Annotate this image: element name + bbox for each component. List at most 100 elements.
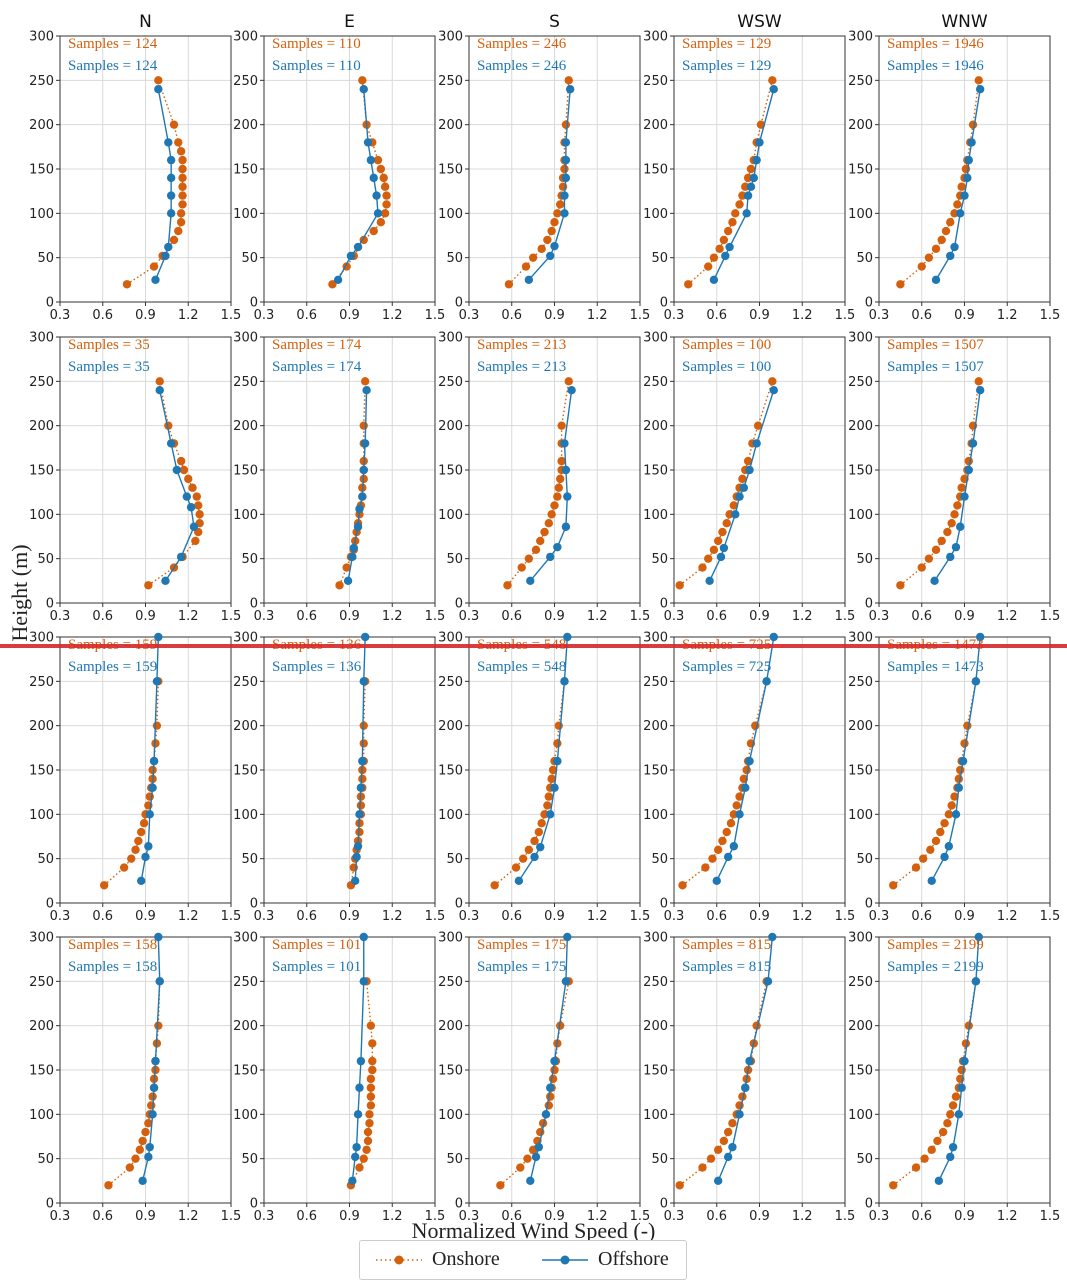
point-offshore <box>729 842 739 851</box>
samples-offshore-label: Samples = 2199 <box>887 959 984 975</box>
y-tick-label: 100 <box>233 1108 258 1123</box>
point-offshore <box>353 522 363 531</box>
y-tick-label: 300 <box>848 30 873 45</box>
point-onshore <box>957 1065 966 1075</box>
point-onshore <box>99 881 109 890</box>
y-tick-label: 200 <box>29 1019 54 1034</box>
y-tick-label: 100 <box>29 207 54 222</box>
subplot-3-1: 0.3 0.6 0.9 1.2 1.5 0 50 100 150 200 250 300 Samples… <box>233 931 445 1225</box>
x-tick-label: 1.2 <box>997 308 1018 323</box>
point-offshore <box>951 810 961 819</box>
point-onshore <box>556 474 565 484</box>
y-tick-label: 150 <box>643 764 668 779</box>
samples-offshore-label: Samples = 1473 <box>887 659 984 675</box>
point-onshore <box>511 863 521 872</box>
x-tick-label: 0.6 <box>911 909 932 924</box>
x-tick-label: 0.9 <box>135 909 156 924</box>
y-tick-label: 300 <box>848 631 873 646</box>
samples-offshore-label: Samples = 213 <box>477 359 566 375</box>
point-offshore <box>534 1142 544 1152</box>
series-line-onshore <box>147 381 201 586</box>
x-tick-label: 1.5 <box>630 609 651 624</box>
point-offshore <box>713 1176 723 1186</box>
subplot-1-3: 0.3 0.6 0.9 1.2 1.5 0 50 100 150 200 250 300 Samples… <box>643 331 855 625</box>
point-onshore <box>122 280 132 289</box>
subplot-2-4: 0.3 0.6 0.9 1.2 1.5 0 50 100 150 200 250 300 Samples… <box>848 631 1060 925</box>
point-onshore <box>709 545 719 554</box>
point-onshore <box>931 836 941 846</box>
point-offshore <box>561 522 571 531</box>
point-offshore <box>149 756 159 766</box>
point-offshore <box>735 1110 744 1119</box>
point-offshore <box>561 155 571 165</box>
point-offshore <box>762 677 771 686</box>
point-onshore <box>368 1056 377 1066</box>
point-onshore <box>176 456 186 466</box>
point-onshore <box>178 155 187 165</box>
point-onshore <box>359 421 368 430</box>
point-offshore <box>944 842 954 851</box>
point-offshore <box>333 275 343 285</box>
y-tick-label: 0 <box>660 897 668 912</box>
point-onshore <box>917 262 926 271</box>
point-offshore <box>561 977 571 986</box>
point-onshore <box>363 1127 373 1137</box>
point-onshore <box>148 1092 157 1101</box>
samples-onshore-label: Samples = 158 <box>68 937 157 953</box>
y-tick-label: 200 <box>438 719 463 734</box>
point-offshore <box>355 504 364 514</box>
y-tick-label: 250 <box>233 975 258 990</box>
x-tick-label: 0.9 <box>749 1209 770 1224</box>
subplot-title: E <box>344 12 355 32</box>
series-line-offshore <box>337 89 379 281</box>
point-onshore <box>974 377 983 386</box>
point-onshore <box>947 519 956 528</box>
y-tick-label: 200 <box>643 118 668 133</box>
point-offshore <box>712 876 721 886</box>
y-tick-label: 300 <box>233 631 258 646</box>
y-tick-label: 0 <box>865 897 873 912</box>
x-tick-label: 0.3 <box>869 909 890 924</box>
subplot-2-1: 0.3 0.6 0.9 1.2 1.5 0 50 100 150 200 250 300 Samples… <box>233 631 445 925</box>
samples-offshore-label: Samples = 110 <box>272 58 361 74</box>
y-tick-label: 150 <box>643 1064 668 1079</box>
point-onshore <box>954 774 963 784</box>
x-tick-label: 0.3 <box>50 1209 71 1224</box>
series-line-onshore <box>126 80 184 285</box>
point-offshore <box>563 492 572 501</box>
y-tick-label: 0 <box>455 1197 463 1212</box>
subplot-3-4: 0.3 0.6 0.9 1.2 1.5 0 50 100 150 200 250 300 Samples… <box>848 931 1060 1225</box>
point-offshore <box>154 932 163 942</box>
point-onshore <box>956 765 965 775</box>
y-tick-label: 300 <box>438 30 463 45</box>
point-offshore <box>346 251 356 261</box>
point-offshore <box>155 977 164 986</box>
point-onshore <box>544 1101 553 1110</box>
point-offshore <box>971 677 981 686</box>
y-tick-label: 250 <box>29 675 54 690</box>
point-onshore <box>742 765 751 775</box>
point-offshore <box>144 842 153 851</box>
point-onshore <box>138 1136 147 1146</box>
point-offshore <box>172 465 182 475</box>
point-onshore <box>524 845 534 854</box>
point-onshore <box>768 377 777 386</box>
point-offshore <box>739 483 749 492</box>
subplot-title: N <box>139 12 152 32</box>
point-onshore <box>546 1092 555 1101</box>
x-tick-label: 0.3 <box>50 308 71 323</box>
point-offshore <box>514 876 524 886</box>
y-tick-label: 250 <box>29 375 54 390</box>
samples-onshore-label: Samples = 1507 <box>887 337 984 353</box>
point-onshore <box>538 1119 548 1128</box>
point-offshore <box>526 1176 535 1186</box>
y-tick-label: 50 <box>856 1152 873 1167</box>
x-tick-label: 0.9 <box>749 308 770 323</box>
point-onshore <box>144 1119 153 1128</box>
y-tick-label: 50 <box>37 1152 54 1167</box>
y-tick-label: 250 <box>643 375 668 390</box>
y-tick-label: 50 <box>651 251 668 266</box>
point-offshore <box>563 632 572 642</box>
y-tick-label: 200 <box>848 419 873 434</box>
y-tick-label: 250 <box>643 675 668 690</box>
